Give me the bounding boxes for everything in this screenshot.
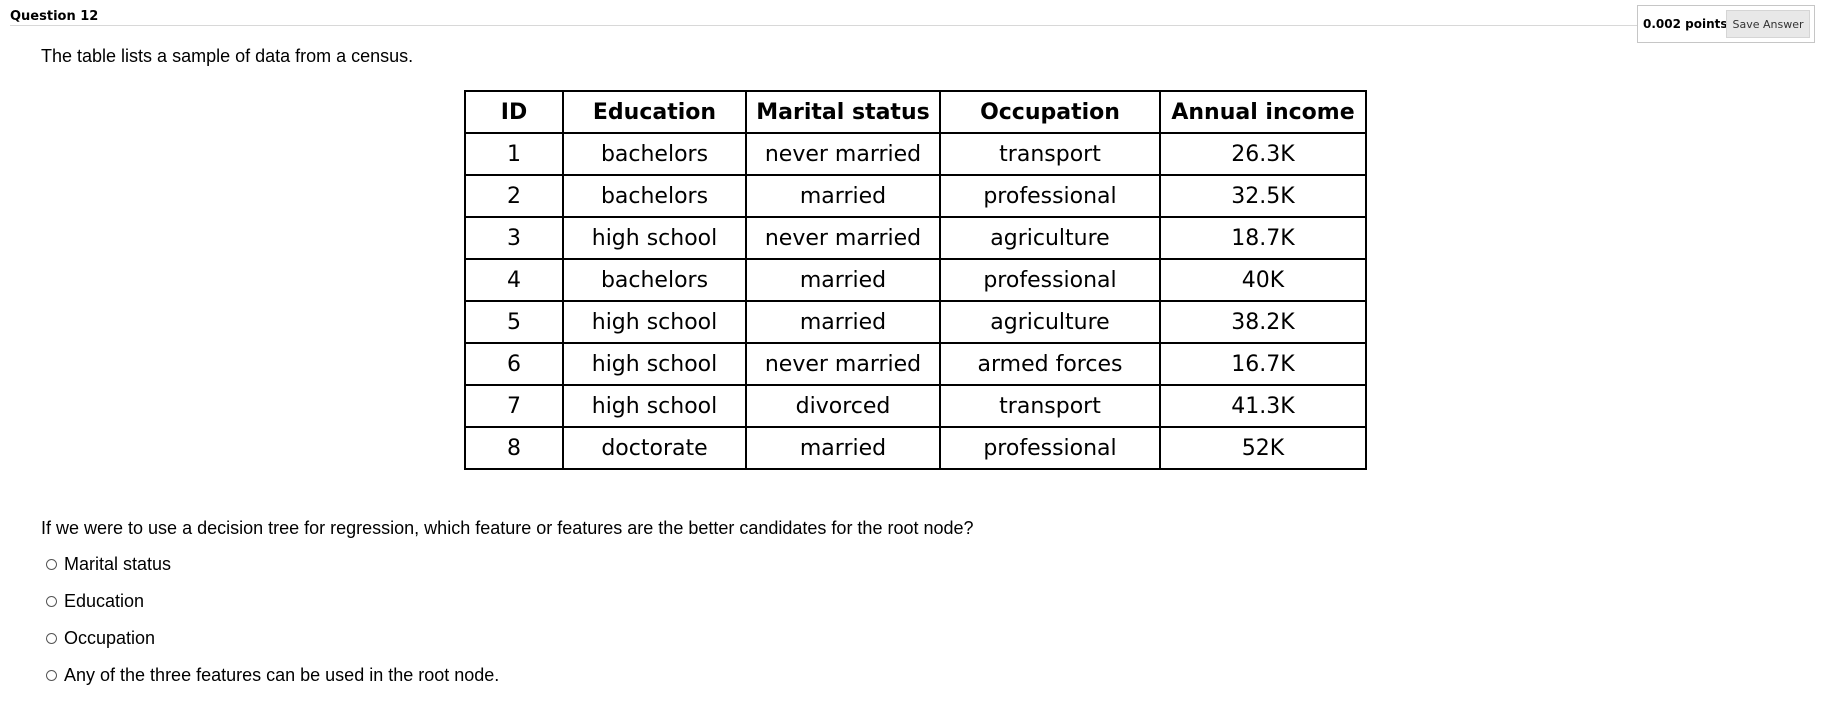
save-answer-button[interactable]: Save Answer xyxy=(1726,10,1810,38)
table-row: 1 bachelors never married transport 26.3… xyxy=(464,132,1367,176)
cell-annual-income: 16.7K xyxy=(1159,342,1367,386)
cell-annual-income: 26.3K xyxy=(1159,132,1367,176)
cell-annual-income: 52K xyxy=(1159,426,1367,470)
points-value: 0.002 points xyxy=(1643,17,1728,31)
cell-occupation: agriculture xyxy=(939,300,1161,344)
header-occupation: Occupation xyxy=(939,90,1161,134)
cell-occupation: professional xyxy=(939,426,1161,470)
cell-occupation: transport xyxy=(939,384,1161,428)
cell-education: high school xyxy=(562,384,747,428)
header-annual-income: Annual income xyxy=(1159,90,1367,134)
option-education[interactable]: Education xyxy=(46,589,144,613)
cell-education: bachelors xyxy=(562,258,747,302)
table-header-row: ID Education Marital status Occupation A… xyxy=(464,90,1367,134)
option-label: Education xyxy=(64,590,145,611)
cell-id: 3 xyxy=(464,216,564,260)
cell-annual-income: 32.5K xyxy=(1159,174,1367,218)
cell-annual-income: 40K xyxy=(1159,258,1367,302)
question-title: Question 12 xyxy=(10,9,99,24)
header-id: ID xyxy=(464,90,564,134)
table-row: 2 bachelors married professional 32.5K xyxy=(464,174,1367,218)
radio-button[interactable] xyxy=(46,595,57,607)
cell-occupation: agriculture xyxy=(939,216,1161,260)
option-label: Occupation xyxy=(64,627,156,648)
header-divider xyxy=(10,25,1640,26)
cell-id: 5 xyxy=(464,300,564,344)
cell-id: 8 xyxy=(464,426,564,470)
radio-button[interactable] xyxy=(46,558,57,570)
cell-education: doctorate xyxy=(562,426,747,470)
cell-education: bachelors xyxy=(562,132,747,176)
header-marital-status: Marital status xyxy=(745,90,941,134)
cell-education: high school xyxy=(562,216,747,260)
radio-button[interactable] xyxy=(46,632,57,644)
option-label: Marital status xyxy=(64,553,172,574)
cell-marital-status: married xyxy=(745,258,941,302)
option-occupation[interactable]: Occupation xyxy=(46,626,155,650)
points-panel: 0.002 points Save Answer xyxy=(1637,5,1815,43)
option-any-feature[interactable]: Any of the three features can be used in… xyxy=(46,663,499,687)
cell-marital-status: married xyxy=(745,300,941,344)
table-row: 5 high school married agriculture 38.2K xyxy=(464,300,1367,344)
cell-marital-status: married xyxy=(745,426,941,470)
census-table: ID Education Marital status Occupation A… xyxy=(464,90,1367,470)
question-intro: The table lists a sample of data from a … xyxy=(41,46,414,66)
cell-id: 7 xyxy=(464,384,564,428)
cell-marital-status: divorced xyxy=(745,384,941,428)
cell-annual-income: 18.7K xyxy=(1159,216,1367,260)
cell-education: high school xyxy=(562,300,747,344)
header-education: Education xyxy=(562,90,747,134)
cell-id: 1 xyxy=(464,132,564,176)
cell-marital-status: never married xyxy=(745,342,941,386)
cell-id: 2 xyxy=(464,174,564,218)
question-prompt: If we were to use a decision tree for re… xyxy=(41,518,974,538)
question-header: Question 12 xyxy=(10,8,1810,28)
cell-marital-status: married xyxy=(745,174,941,218)
cell-occupation: professional xyxy=(939,174,1161,218)
cell-occupation: armed forces xyxy=(939,342,1161,386)
table-row: 6 high school never married armed forces… xyxy=(464,342,1367,386)
table-row: 8 doctorate married professional 52K xyxy=(464,426,1367,470)
cell-annual-income: 38.2K xyxy=(1159,300,1367,344)
cell-education: bachelors xyxy=(562,174,747,218)
cell-id: 6 xyxy=(464,342,564,386)
cell-occupation: professional xyxy=(939,258,1161,302)
cell-id: 4 xyxy=(464,258,564,302)
cell-marital-status: never married xyxy=(745,216,941,260)
table-row: 3 high school never married agriculture … xyxy=(464,216,1367,260)
option-label: Any of the three features can be used in… xyxy=(64,664,500,685)
cell-marital-status: never married xyxy=(745,132,941,176)
table-row: 7 high school divorced transport 41.3K xyxy=(464,384,1367,428)
cell-occupation: transport xyxy=(939,132,1161,176)
table-row: 4 bachelors married professional 40K xyxy=(464,258,1367,302)
option-marital-status[interactable]: Marital status xyxy=(46,552,171,576)
cell-education: high school xyxy=(562,342,747,386)
radio-button[interactable] xyxy=(46,669,57,681)
cell-annual-income: 41.3K xyxy=(1159,384,1367,428)
